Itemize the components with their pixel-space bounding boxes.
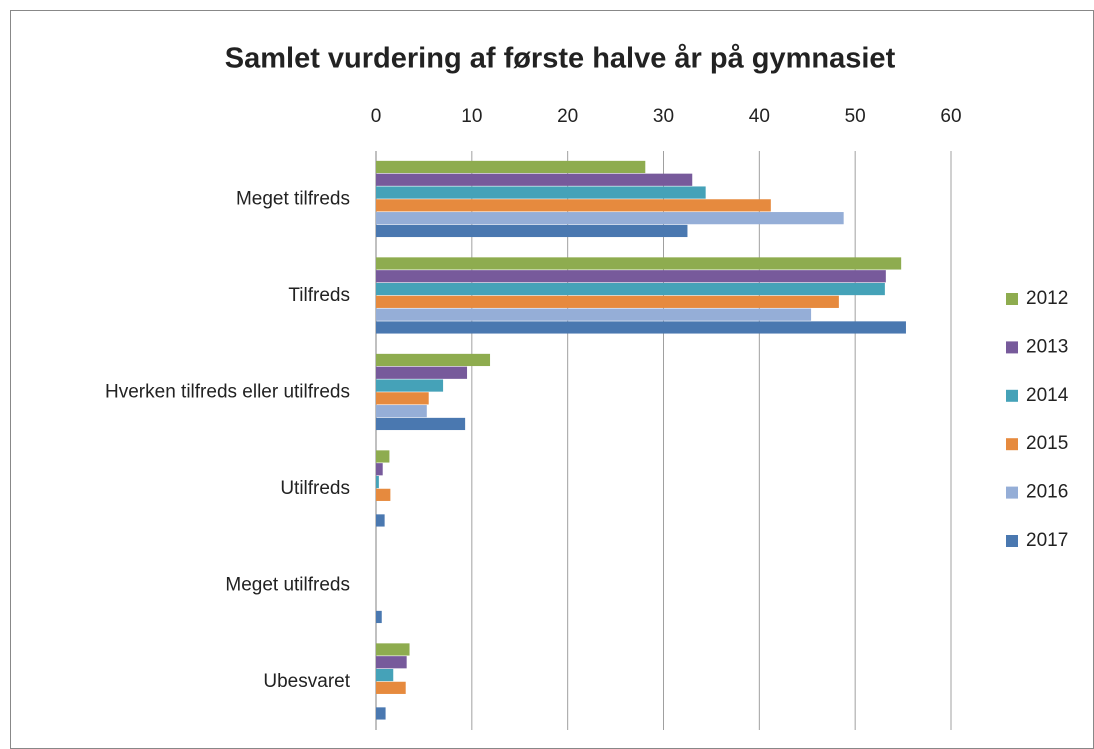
legend-swatch	[1006, 389, 1018, 402]
bar	[376, 224, 688, 238]
bar	[376, 212, 844, 225]
bar	[376, 643, 410, 656]
bar	[376, 656, 407, 669]
y-tick-label: Ubesvaret	[263, 671, 350, 692]
legend-swatch	[1006, 535, 1018, 547]
bar	[376, 282, 885, 296]
bar	[376, 308, 812, 321]
legend-label: 2016	[1026, 482, 1068, 503]
bar	[376, 257, 902, 270]
bar	[376, 707, 386, 720]
x-tick-label: 50	[845, 106, 866, 127]
chart-border	[10, 10, 1094, 749]
x-tick-label: 30	[653, 106, 674, 127]
legend-swatch	[1006, 293, 1018, 305]
bar	[376, 321, 906, 334]
y-tick-label: Meget utilfreds	[225, 574, 350, 595]
bar	[376, 295, 839, 308]
y-tick-label: Tilfreds	[288, 285, 350, 306]
chart-title: Samlet vurdering af første halve år på g…	[225, 43, 896, 75]
legend-label: 2012	[1026, 288, 1068, 309]
legend-swatch	[1006, 341, 1018, 354]
bar	[376, 417, 466, 431]
bar	[376, 392, 429, 405]
legend-swatch	[1006, 486, 1018, 499]
x-tick-label: 10	[461, 106, 482, 127]
bar	[376, 488, 391, 501]
legend-label: 2013	[1026, 336, 1068, 357]
y-tick-label: Hverken tilfreds eller utilfreds	[105, 381, 350, 402]
legend-swatch	[1006, 438, 1018, 451]
bar	[376, 405, 427, 418]
bar	[376, 199, 771, 212]
legend-label: 2014	[1026, 385, 1069, 406]
bar	[376, 450, 390, 463]
bar	[376, 186, 706, 199]
x-tick-label: 0	[371, 106, 382, 127]
bar	[376, 475, 379, 489]
legend-label: 2017	[1026, 530, 1068, 551]
bar	[376, 353, 491, 367]
y-tick-label: Utilfreds	[280, 478, 350, 499]
bar	[376, 514, 385, 527]
bar	[376, 173, 693, 186]
y-tick-label: Meget tilfreds	[236, 188, 350, 209]
x-tick-label: 60	[940, 106, 961, 127]
bar	[376, 379, 444, 392]
bar	[376, 366, 468, 379]
bar	[376, 681, 406, 694]
x-tick-label: 20	[557, 106, 578, 127]
bar	[376, 463, 383, 476]
bar	[376, 668, 394, 682]
x-tick-label: 40	[749, 106, 770, 127]
bar	[376, 270, 886, 283]
bar	[376, 160, 646, 174]
bar	[376, 610, 382, 624]
legend-label: 2015	[1026, 433, 1068, 454]
